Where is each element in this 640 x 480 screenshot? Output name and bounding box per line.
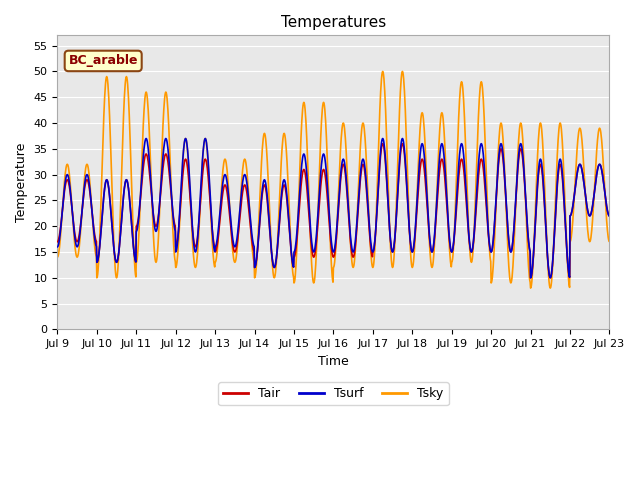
Y-axis label: Temperature: Temperature — [15, 143, 28, 222]
Title: Temperatures: Temperatures — [281, 15, 386, 30]
X-axis label: Time: Time — [318, 355, 349, 368]
Text: BC_arable: BC_arable — [68, 54, 138, 68]
Legend: Tair, Tsurf, Tsky: Tair, Tsurf, Tsky — [218, 383, 449, 406]
